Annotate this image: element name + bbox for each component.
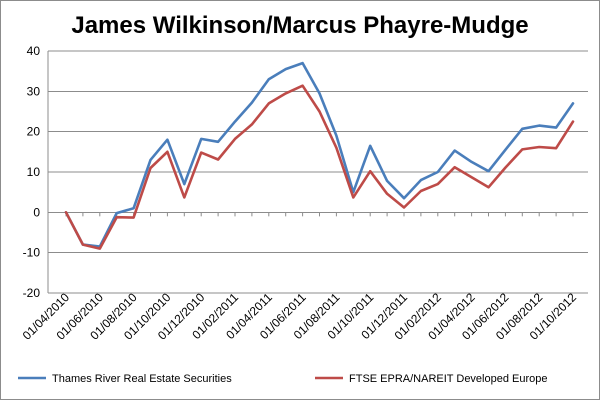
y-tick-label: 10 (27, 165, 41, 179)
chart-title: James Wilkinson/Marcus Phayre-Mudge (71, 12, 528, 39)
y-tick-label: -10 (23, 246, 41, 260)
series-lines (64, 61, 575, 250)
legend: Thames River Real Estate Securities FTSE … (18, 373, 548, 385)
y-tick-label: 20 (27, 125, 41, 139)
gridlines (48, 50, 588, 294)
legend-label: FTSE EPRA/NAREIT Developed Europe (349, 373, 548, 385)
y-tick-label: 30 (27, 84, 41, 98)
y-tick-label: 0 (33, 205, 40, 219)
series-line-2 (64, 84, 575, 250)
y-tick-label: 40 (27, 44, 41, 58)
legend-label: Thames River Real Estate Securities (52, 373, 232, 385)
y-tick-label: -20 (23, 286, 41, 300)
series-line-1 (64, 61, 575, 248)
